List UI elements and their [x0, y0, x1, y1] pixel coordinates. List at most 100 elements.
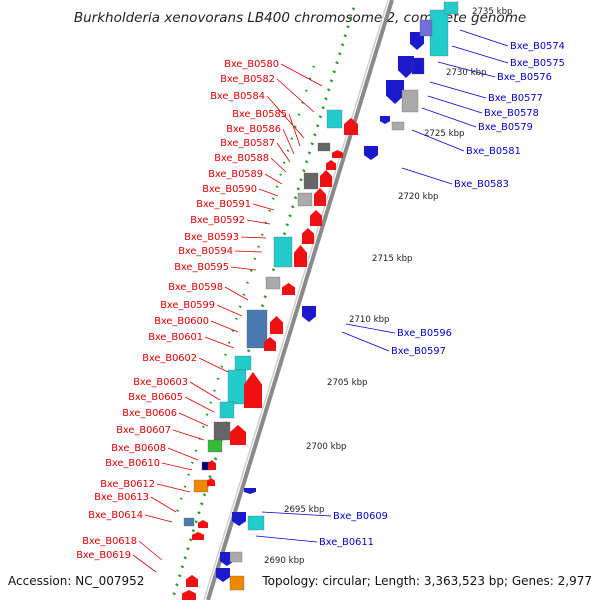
scale-tick — [202, 493, 207, 497]
gene-arrow-reverse — [270, 316, 283, 334]
scale-label: 2735 kbp — [472, 7, 513, 17]
scale-tick-inner — [227, 341, 231, 344]
gene-label-reverse: Bxe_B0580 — [224, 59, 279, 70]
gene-arrow-forward — [386, 80, 404, 104]
gene-label-forward: Bxe_B0578 — [484, 108, 539, 119]
scale-tick-inner — [216, 377, 220, 380]
leader-line — [144, 514, 173, 523]
gene-box-forward — [401, 89, 419, 113]
gene-label-reverse: Bxe_B0614 — [88, 510, 143, 521]
leader-line — [345, 323, 396, 334]
leader-line — [288, 113, 301, 147]
gene-label-forward: Bxe_B0596 — [397, 328, 452, 339]
gene-label-reverse: Bxe_B0599 — [160, 300, 215, 311]
gene-label-reverse: Bxe_B0608 — [111, 443, 166, 454]
leader-line — [138, 540, 163, 561]
gene-arrow-reverse — [192, 532, 204, 540]
scale-tick-inner — [201, 425, 205, 428]
scale-tick-inner — [179, 497, 183, 500]
gene-box-forward — [229, 551, 243, 563]
gene-label-reverse: Bxe_B0594 — [178, 246, 233, 257]
scale-tick-inner — [253, 257, 257, 260]
summary-text: Topology: circular; Length: 3,363,523 bp… — [262, 574, 592, 588]
gene-label-reverse: Bxe_B0591 — [196, 199, 251, 210]
scale-tick-inner — [205, 413, 209, 416]
leader-line — [230, 266, 257, 271]
gene-label-forward: Bxe_B0581 — [466, 146, 521, 157]
gene-arrow-reverse — [244, 372, 262, 408]
leader-line — [282, 128, 295, 155]
leader-line — [172, 429, 205, 441]
scale-tick — [329, 79, 334, 83]
scale-tick-inner — [235, 317, 238, 320]
gene-arrow-reverse — [264, 337, 276, 351]
gene-label-reverse: Bxe_B0619 — [76, 550, 131, 561]
scale-tick-inner — [312, 65, 316, 68]
scale-tick — [291, 205, 295, 209]
gene-box-reverse — [234, 355, 252, 371]
scale-tick-inner — [190, 461, 194, 464]
scale-tick — [343, 34, 347, 38]
scale-tick — [313, 133, 317, 137]
leader-line — [255, 535, 318, 543]
gene-arrow-forward — [302, 306, 316, 322]
scale-tick — [200, 502, 204, 506]
scale-tick — [188, 538, 193, 542]
scale-tick — [302, 169, 306, 173]
scale-tick — [332, 70, 336, 74]
gene-arrow-forward — [364, 146, 378, 160]
gene-box-forward — [429, 9, 449, 57]
leader-line — [204, 336, 235, 349]
leader-line — [167, 447, 199, 461]
gene-arrow-reverse — [326, 160, 336, 170]
scale-label: 2700 kbp — [306, 442, 347, 452]
gene-label-forward: Bxe_B0575 — [510, 58, 565, 69]
gene-label-reverse: Bxe_B0618 — [82, 536, 137, 547]
leader-line — [189, 381, 221, 401]
gene-box-reverse — [317, 142, 331, 152]
leader-line — [270, 157, 287, 173]
leader-line — [178, 412, 209, 427]
gene-label-reverse: Bxe_B0598 — [168, 282, 223, 293]
gene-label-reverse: Bxe_B0613 — [94, 492, 149, 503]
gene-label-forward: Bxe_B0576 — [497, 72, 552, 83]
gene-box-reverse — [227, 369, 247, 405]
gene-box-reverse — [303, 172, 319, 190]
scale-tick — [321, 106, 325, 110]
scale-tick — [326, 88, 331, 92]
scale-tick-inner — [212, 389, 216, 392]
scale-tick — [208, 475, 212, 479]
scale-tick — [175, 583, 179, 587]
scale-tick — [263, 295, 267, 299]
gene-box-forward — [391, 121, 405, 131]
gene-label-reverse: Bxe_B0602 — [142, 353, 197, 364]
scale-label: 2695 kbp — [284, 505, 325, 515]
leader-line — [401, 167, 453, 185]
leader-line — [252, 203, 275, 211]
scale-tick — [197, 511, 201, 515]
gene-box-reverse — [265, 276, 281, 290]
scale-tick — [246, 349, 251, 353]
gene-box-reverse — [207, 439, 223, 453]
scale-tick — [299, 178, 303, 182]
gene-box-reverse — [193, 479, 209, 493]
scale-label: 2690 kbp — [264, 556, 305, 566]
backbone-line — [206, 0, 394, 600]
leader-line — [264, 173, 283, 185]
scale-tick — [315, 124, 320, 128]
scale-tick — [296, 187, 301, 191]
leader-line — [266, 95, 305, 139]
gene-arrow-forward — [398, 56, 414, 78]
scale-label: 2710 kbp — [349, 315, 390, 325]
scale-tick — [307, 151, 312, 155]
gene-arrow-reverse — [294, 245, 307, 267]
scale-tick — [310, 142, 314, 146]
gene-box-forward — [411, 57, 425, 75]
leader-line — [210, 320, 239, 333]
scale-tick — [351, 7, 356, 11]
scale-tick-inner — [297, 113, 301, 116]
leader-line — [132, 554, 157, 573]
gene-label-reverse: Bxe_B0585 — [232, 109, 287, 120]
scale-tick-inner — [308, 77, 312, 80]
